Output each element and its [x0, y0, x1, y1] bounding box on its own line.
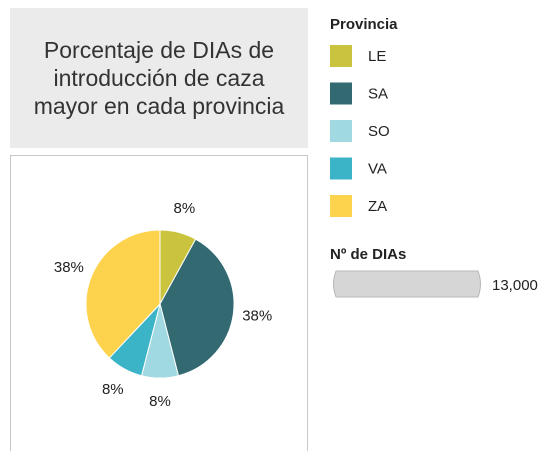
data-label: 38%: [54, 259, 84, 276]
chart-panel: [10, 155, 308, 451]
size-legend-bar: [333, 270, 481, 298]
data-label: 38%: [242, 307, 272, 324]
legend-swatch: [330, 45, 352, 67]
size-legend-label: 13,000: [492, 277, 538, 294]
pie-slice: [85, 229, 161, 359]
legend-swatch: [330, 195, 352, 217]
legend-swatch: [330, 157, 352, 180]
size-legend-title: Nº de DIAs: [330, 246, 406, 263]
legend-title: Provincia: [330, 16, 398, 33]
pie-slice: [159, 238, 235, 377]
legend-swatch: [330, 120, 352, 142]
legend-label: SO: [368, 123, 390, 140]
chart-title: Porcentaje de DIAs de introducción de ca…: [10, 8, 308, 148]
legend-swatch: [330, 82, 352, 105]
data-label: 8%: [102, 381, 124, 398]
legend-label: SA: [368, 85, 388, 102]
legend-label: VA: [368, 160, 387, 177]
legend-label: ZA: [368, 198, 387, 215]
data-label: 8%: [174, 200, 196, 217]
legend-label: LE: [368, 48, 386, 65]
data-label: 8%: [149, 393, 171, 410]
